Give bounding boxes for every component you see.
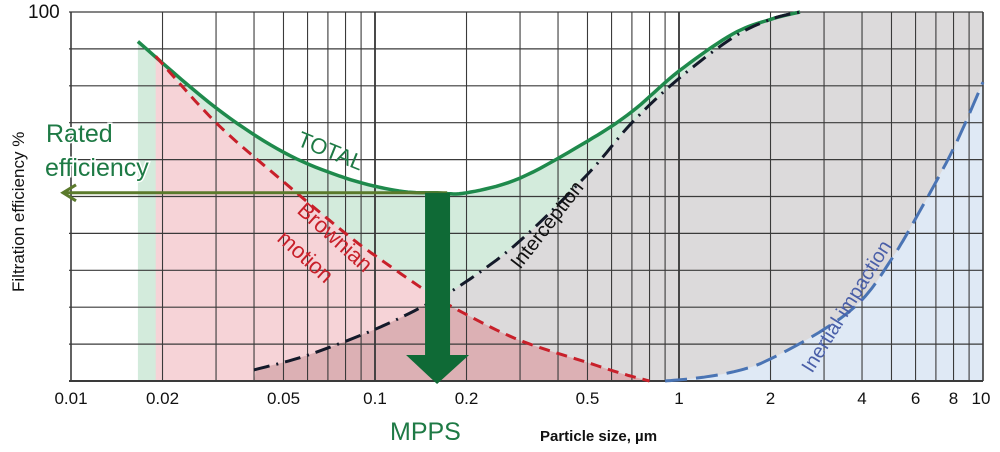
x-tick-label: 0.1 [363,389,387,408]
curve-inertial-impaction [664,81,985,383]
x-tick-labels: 0.01 0.02 0.05 0.1 0.2 0.5 1 2 4 6 8 10 [54,389,990,408]
mpps-arrow [406,192,470,384]
x-tick-label: 0.5 [576,389,600,408]
x-tick-label: 2 [766,389,775,408]
x-tick-label: 0.2 [455,389,479,408]
y-tick-100: 100 [28,2,60,23]
x-tick-label: 8 [949,389,958,408]
curve-total [136,10,801,196]
x-axis-label: Particle size, µm [540,428,657,445]
grid-lines [69,11,984,382]
arrows [60,183,470,384]
x-tick-label: 10 [972,389,991,408]
x-tick-label: 0.05 [267,389,300,408]
inertial-area-fill [665,82,983,381]
rated-efficiency-label-line2: efficiency [45,154,149,182]
mpps-label: MPPS [390,418,461,446]
x-tick-label: 1 [674,389,683,408]
x-tick-label: 6 [911,389,920,408]
x-tick-label: 0.01 [54,389,87,408]
rated-efficiency-label-line1: Rated [46,120,113,148]
overlap-area-fill [254,298,650,381]
x-tick-label: 0.02 [146,389,179,408]
x-tick-label: 4 [857,389,866,408]
rated-efficiency-arrowhead [60,183,77,203]
y-axis-label: Filtration efficiency % [9,132,28,292]
brownian-area-fill [155,56,650,382]
